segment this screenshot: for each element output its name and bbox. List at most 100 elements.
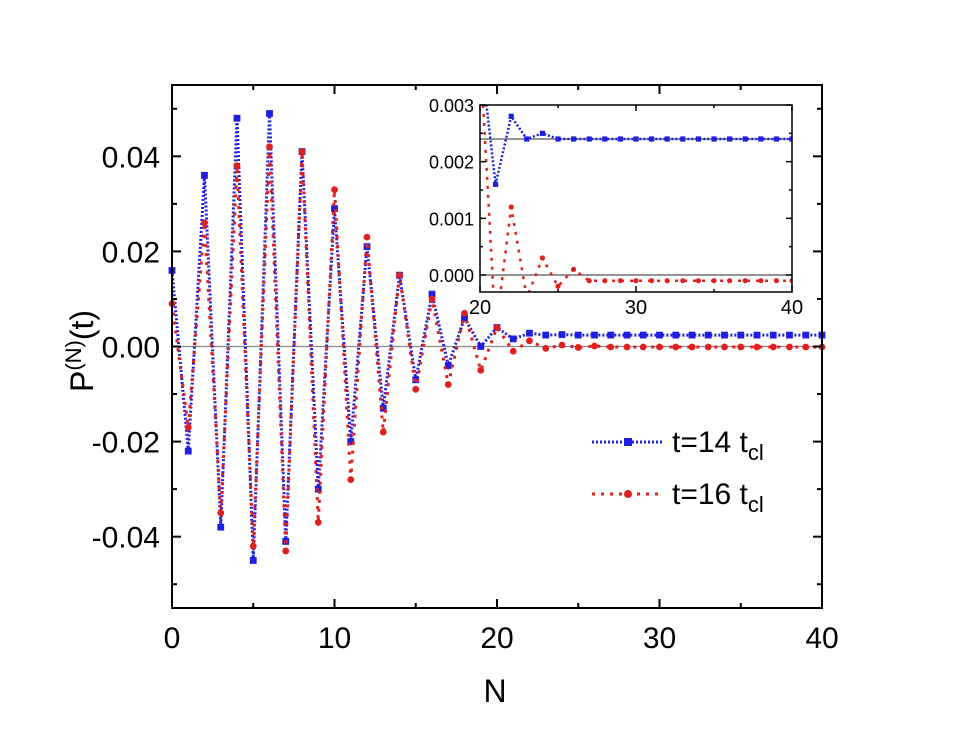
inset-series-line-2: [481, 105, 792, 292]
data-point-series-2: [266, 143, 273, 151]
data-point-series-2: [656, 343, 663, 351]
inset-data-point-series-1: [695, 136, 701, 142]
inset-data-point-series-1: [477, 46, 482, 51]
inset-series-line-1: [485, 105, 792, 185]
inset-data-point-series-1: [586, 136, 592, 142]
data-point-series-1: [639, 331, 647, 339]
inset-data-point-series-1: [539, 130, 545, 136]
data-point-series-1: [802, 331, 810, 339]
inset-data-point-series-2: [586, 278, 592, 284]
inset-data-point-series-2: [462, 556, 467, 561]
data-point-series-1: [347, 438, 355, 445]
data-point-series-1: [688, 331, 696, 339]
data-point-series-1: [574, 331, 582, 339]
inset-data-point-series-2: [727, 278, 733, 284]
data-point-series-1: [737, 331, 745, 339]
data-point-series-2: [526, 337, 533, 345]
data-point-series-2: [444, 381, 452, 388]
inset-data-point-series-1: [742, 136, 748, 142]
data-point-series-1: [217, 523, 225, 531]
data-point-series-1: [753, 331, 761, 339]
y-axis-title: P(N)(t): [61, 310, 100, 392]
legend-label-2: t=16 tcl: [672, 478, 764, 517]
data-point-series-2: [607, 343, 615, 351]
inset-y-tick-label: 0.002: [429, 153, 474, 173]
data-point-series-1: [331, 205, 338, 213]
data-point-series-2: [558, 341, 566, 349]
x-tick-label: 40: [805, 622, 838, 655]
inset-data-point-series-2: [571, 266, 577, 272]
inset-y-tick-label: 0.003: [429, 96, 474, 116]
data-point-series-2: [314, 519, 322, 526]
data-point-series-1: [461, 314, 468, 322]
inset-data-point-series-1: [758, 136, 764, 142]
inset-data-point-series-2: [524, 295, 529, 300]
data-point-series-2: [201, 219, 208, 227]
y-tick-label: 0.04: [102, 141, 160, 174]
inset-data-point-series-2: [477, 46, 482, 51]
data-point-series-1: [704, 331, 712, 339]
inset-data-point-series-2: [664, 278, 670, 284]
data-point-series-2: [233, 162, 241, 170]
inset-data-point-series-1: [571, 136, 577, 142]
data-point-series-1: [233, 114, 241, 122]
y-tick-label: 0.00: [102, 332, 160, 365]
inset-data-point-series-1: [711, 136, 717, 142]
data-point-series-2: [282, 547, 290, 555]
data-point-series-2: [379, 428, 387, 436]
inset-data-point-series-1: [649, 136, 655, 142]
legend-marker-1: [624, 438, 632, 446]
inset-data-point-series-2: [773, 278, 780, 284]
inset-data-point-series-1: [617, 136, 623, 142]
data-point-series-1: [184, 447, 192, 455]
inset-data-point-series-2: [649, 278, 655, 284]
data-point-series-1: [249, 557, 257, 564]
data-point-series-2: [769, 343, 777, 351]
legend: t=14 tcl t=16 tcl: [592, 426, 764, 517]
inset-data-point-series-1: [633, 136, 639, 142]
x-tick-label: 10: [318, 622, 351, 655]
data-point-series-1: [379, 404, 387, 412]
y-tick-label: -0.02: [92, 427, 160, 460]
x-axis-title: N: [483, 673, 506, 709]
legend-marker-2: [624, 490, 632, 498]
main-plot: 0 10 20 30 40 -0.04 -0.02 0.00 0.02 0.04 N P(N)(t): [61, 84, 839, 709]
inset-data-point-series-2: [742, 278, 748, 284]
inset-data-point-series-1: [680, 136, 686, 142]
data-point-series-2: [802, 343, 810, 351]
inset-data-point-series-2: [695, 278, 702, 284]
data-point-series-2: [347, 476, 355, 484]
data-point-series-2: [428, 295, 436, 303]
data-point-series-2: [217, 509, 225, 517]
inset-data-point-series-1: [664, 136, 670, 142]
data-point-series-2: [672, 343, 680, 351]
y-tick-label: 0.02: [102, 236, 160, 269]
data-point-series-2: [363, 233, 371, 241]
data-point-series-1: [477, 343, 485, 350]
data-point-series-1: [444, 362, 452, 369]
data-point-series-2: [753, 343, 761, 351]
data-point-series-2: [249, 542, 257, 550]
data-point-series-2: [688, 343, 696, 351]
data-point-series-1: [721, 331, 728, 339]
data-point-series-2: [298, 148, 306, 155]
data-point-series-2: [477, 366, 485, 374]
inset-data-point-series-2: [555, 283, 561, 289]
data-point-series-2: [331, 186, 338, 194]
data-point-series-2: [509, 347, 517, 355]
data-point-series-2: [623, 343, 631, 351]
inset-data-point-series-2: [758, 278, 764, 284]
data-point-series-1: [266, 110, 273, 117]
data-point-series-2: [542, 345, 550, 352]
data-point-series-2: [493, 324, 501, 331]
inset-data-point-series-2: [680, 278, 686, 284]
data-point-series-1: [526, 329, 533, 337]
inset-data: [462, 46, 792, 561]
data-point-series-2: [639, 343, 647, 351]
y-tick-label: -0.04: [92, 522, 160, 555]
data-point-series-2: [574, 344, 582, 351]
data-point-series-1: [786, 331, 793, 339]
x-tick-label: 30: [643, 622, 676, 655]
data-point-series-2: [461, 309, 468, 317]
data-point-series-1: [558, 331, 566, 339]
